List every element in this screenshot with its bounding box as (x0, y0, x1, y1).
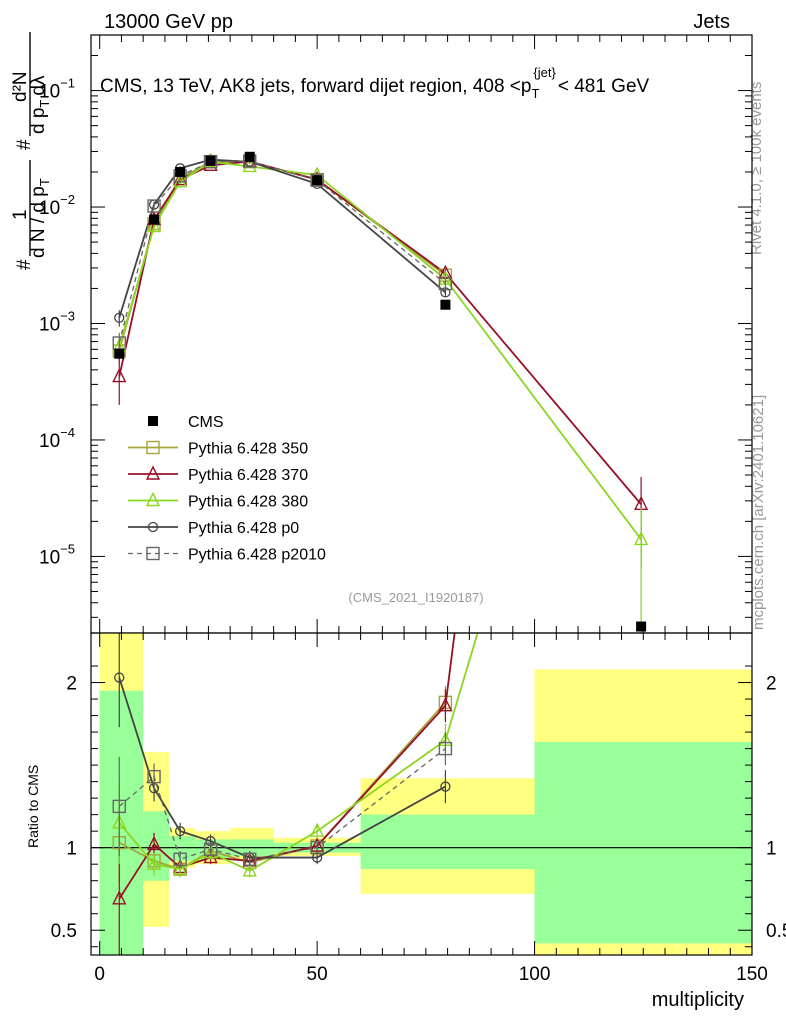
title-sup: {jet} (533, 65, 556, 80)
ylabel-frac2-denominator: d p (28, 108, 49, 134)
title-sub: T (531, 86, 539, 101)
series-5-main-point (147, 199, 161, 213)
legend-label-4: Pythia 6.428 p0 (188, 520, 299, 537)
ratio-band-inner (534, 741, 752, 944)
svg-text:d N / d pT: d N / d pT (28, 178, 52, 258)
series-5-ratio-point (112, 799, 126, 814)
series-5-ratio-point (438, 741, 453, 756)
cms-data-point (175, 166, 186, 177)
ylabel-frac2-end: dλ (28, 75, 49, 96)
series-3-ratio-point (309, 822, 325, 837)
ratio-y-axis-label: Ratio to CMS (25, 765, 41, 848)
main-plot-frame (90, 34, 753, 634)
series-2-main-point (112, 368, 127, 383)
series-5-ratio-point (173, 852, 187, 866)
series-5-main-point (438, 276, 453, 291)
legend-marker-4 (147, 521, 159, 533)
plot-title: CMS, 13 TeV, AK8 jets, forward dijet reg… (100, 65, 650, 101)
cms-data-point (149, 214, 160, 225)
legend-marker-1 (146, 440, 160, 455)
title-end: < 481 GeV (558, 76, 650, 97)
series-4-ratio-point (114, 672, 125, 683)
ratio-y-tick-label-right: 1 (766, 839, 777, 860)
cms-data-point (205, 155, 216, 166)
legend-label-cms: CMS (188, 414, 224, 431)
series-5-ratio-point (203, 842, 218, 857)
series-5-main-point (310, 173, 324, 187)
ylabel-frac2-numerator: d²N (10, 71, 31, 102)
series-4-ratio-point (174, 826, 186, 837)
main-y-tick-label: 10−1 (39, 76, 75, 103)
series-2-main-point (173, 171, 188, 186)
main-y-tick-label: 10−5 (39, 541, 75, 568)
series-4-main-point (114, 312, 125, 323)
cms-data-point (440, 299, 451, 310)
series-3-ratio-point (203, 844, 218, 859)
x-tick-label: 50 (307, 964, 328, 985)
series-3-ratio-point (173, 860, 188, 875)
ylabel-frac1-numerator: 1 (10, 209, 31, 220)
cms-data-point (312, 175, 323, 186)
x-tick-label: 100 (519, 964, 551, 985)
cms-data-point (114, 348, 125, 359)
series-4-ratio-point (440, 781, 451, 792)
ylabel-hash-2: # (14, 139, 35, 150)
svg-text:d pTdλ: d pTdλ (28, 75, 52, 134)
ratio-y-tick-label-right: 0.5 (766, 921, 786, 942)
header-observable: Jets (693, 11, 730, 33)
x-tick-label: 150 (736, 964, 768, 985)
legend-marker-2 (145, 465, 161, 480)
main-y-tick-label: 10−3 (39, 308, 75, 335)
legend-label-2: Pythia 6.428 370 (188, 467, 308, 484)
legend-label-5: Pythia 6.428 p2010 (188, 547, 326, 564)
legend-marker-5 (146, 546, 160, 561)
ratio-plot-frame (90, 632, 753, 956)
series-2-ratio-point (203, 849, 218, 864)
ylabel-frac2-sub: T (37, 100, 52, 108)
ylabel-frac1-denominator: d N / d p (28, 186, 49, 258)
legend-label-1: Pythia 6.428 350 (188, 441, 308, 458)
main-y-axis-label: # 1 d N / d pT # d²N d pTdλ (10, 32, 52, 270)
x-axis-label: multiplicity (652, 989, 744, 1011)
cms-data-point (636, 621, 647, 632)
ratio-band-inner (169, 836, 196, 861)
series-3-main-point (146, 217, 162, 233)
series-2-ratio-point (112, 890, 127, 905)
series-5-ratio-point (147, 769, 161, 784)
series-2-ratio-point (438, 697, 453, 712)
series-2-ratio-line (118, 633, 456, 900)
ylabel-hash-1: # (14, 259, 35, 270)
legend-label-3: Pythia 6.428 380 (188, 494, 308, 511)
title-main: CMS, 13 TeV, AK8 jets, forward dijet reg… (100, 76, 531, 97)
ratio-y-tick-label: 0.5 (51, 921, 77, 942)
ratio-y-tick-label-right: 2 (766, 674, 777, 695)
ratio-y-tick-label: 2 (66, 674, 77, 695)
legend-marker-cms (148, 416, 158, 426)
series-3-main-point (173, 173, 188, 188)
series-3-ratio-point (146, 855, 162, 870)
series-5-ratio-point (310, 840, 324, 855)
mcplots-label: mcplots.cern.ch [arXiv:2401.10621] (750, 395, 767, 630)
legend-marker-3 (145, 491, 161, 507)
analysis-id: (CMS_2021_I1920187) (348, 590, 483, 605)
ylabel-frac1-sub: T (37, 178, 52, 186)
ratio-band-inner (360, 814, 535, 870)
series-2-ratio-point (146, 835, 162, 851)
main-y-tick-label: 10−4 (39, 425, 75, 452)
rivet-version-label: Rivet 4.1.0, ≥ 100k events (748, 82, 765, 255)
ratio-band-inner (99, 690, 144, 955)
x-tick-label: 0 (94, 964, 105, 985)
header-process: 13000 GeV pp (104, 11, 233, 33)
series-3-ratio-point (242, 862, 257, 877)
legend: CMS Pythia 6.428 350 Pythia 6.428 370 Pythi… (128, 414, 326, 564)
main-y-tick-label: 10−2 (39, 192, 75, 219)
series-5-ratio-point (243, 852, 257, 866)
series-3-main-point (633, 530, 649, 546)
ratio-y-tick-label: 1 (66, 839, 77, 860)
cms-data-point (244, 151, 255, 162)
